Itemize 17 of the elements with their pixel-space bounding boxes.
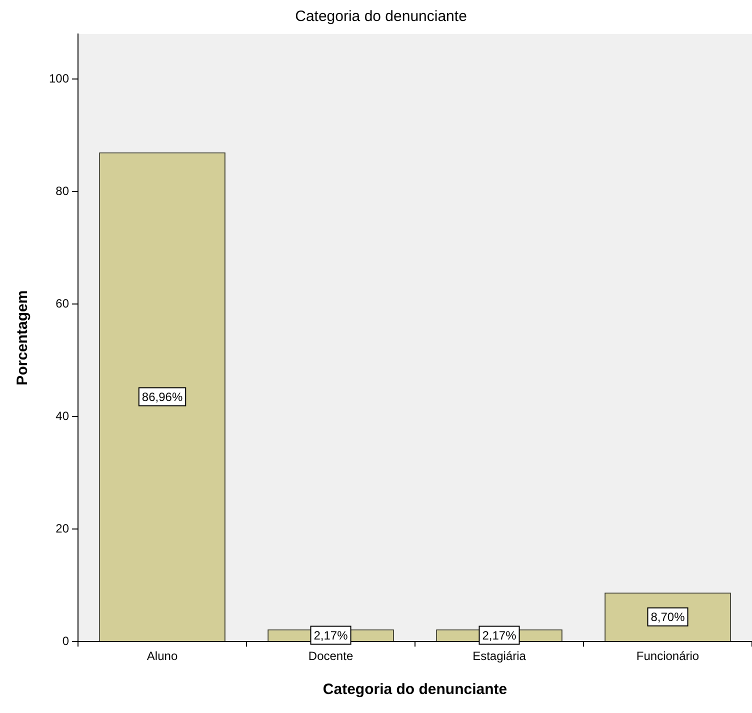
data-label: 8,70% <box>650 610 686 624</box>
data-label: 86,96% <box>142 390 183 404</box>
y-tick-label: 0 <box>62 634 70 648</box>
y-tick-label: 20 <box>56 521 70 536</box>
chart-title: Categoria do denunciante <box>295 8 467 26</box>
x-axis-title: Categoria do denunciante <box>322 681 508 698</box>
y-tick-label: 40 <box>56 408 70 423</box>
x-tick-label: Aluno <box>146 649 178 664</box>
data-label: 2,17% <box>314 628 348 643</box>
y-tick-label: 80 <box>56 184 70 198</box>
x-tick-label: Funcionário <box>636 649 700 664</box>
x-tick-label: Estagiária <box>472 649 526 664</box>
y-tick-label: 100 <box>48 71 70 86</box>
data-label: 2,17% <box>482 628 517 643</box>
y-tick-label: 60 <box>56 296 70 310</box>
x-tick-label: Docente <box>308 649 354 664</box>
y-axis-title: Porcentagem <box>14 290 32 386</box>
